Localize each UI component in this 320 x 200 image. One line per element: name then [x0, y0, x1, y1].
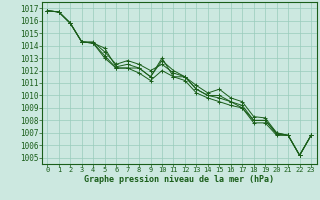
X-axis label: Graphe pression niveau de la mer (hPa): Graphe pression niveau de la mer (hPa) — [84, 175, 274, 184]
